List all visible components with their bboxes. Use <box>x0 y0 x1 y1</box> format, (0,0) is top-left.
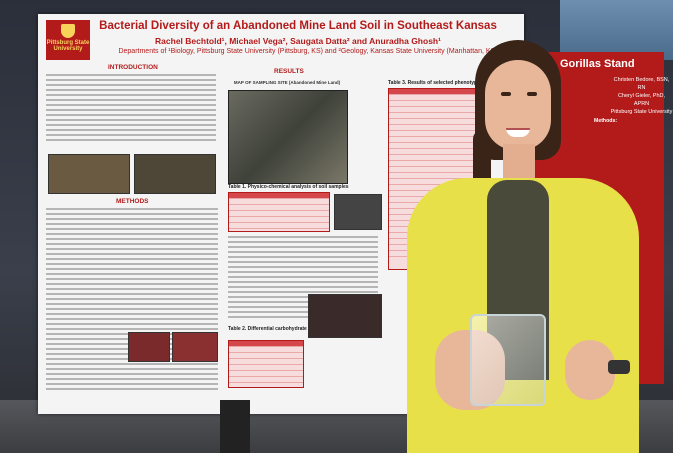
smile <box>506 128 530 137</box>
poster-title: Bacterial Diversity of an Abandoned Mine… <box>99 20 497 32</box>
right-poster-author: Pittsburg State University <box>610 109 673 115</box>
right-hand <box>565 340 615 400</box>
background-window <box>560 0 673 60</box>
site-photo-1 <box>48 154 130 194</box>
results-text <box>228 236 378 321</box>
methods-photo-2 <box>172 332 218 362</box>
poster-departments: Departments of ¹Biology, Pittsburg State… <box>118 48 498 55</box>
right-poster-author: Cheryl Gieler, PhD, APRN <box>617 93 666 107</box>
right-poster-methods-label: Methods: <box>594 118 618 124</box>
logo-text: Pittsburg State University <box>46 40 90 52</box>
results-heading: RESULTS <box>274 68 304 75</box>
petri-dish-photo <box>308 294 382 338</box>
table1 <box>228 192 330 232</box>
table2 <box>228 340 304 388</box>
introduction-text <box>46 74 216 144</box>
neck <box>503 144 535 184</box>
table2-caption: Table 2. Differential carbohydrate ferme… <box>228 326 356 332</box>
glass-award-trophy <box>470 314 546 406</box>
methods-photo-1 <box>128 332 170 362</box>
right-poster-authors: Christen Bedore, BSN, RN Cheryl Gieler, … <box>610 76 673 116</box>
right-poster-author: Christen Bedore, BSN, RN <box>613 77 670 91</box>
wristwatch <box>608 360 630 374</box>
introduction-heading: INTRODUCTION <box>108 64 158 71</box>
table3-caption: Table 3. Results of selected phenotypic … <box>388 80 495 86</box>
map-title: MAP OF SAMPLING SITE (Abandoned Mine Lan… <box>233 80 341 85</box>
university-logo: Pittsburg State University <box>46 20 90 60</box>
right-eye <box>527 92 537 96</box>
soil-photo <box>334 194 382 230</box>
site-photo-2 <box>134 154 216 194</box>
methods-text <box>46 208 218 393</box>
poster-easel-leg <box>220 400 250 453</box>
shield-icon <box>61 24 75 38</box>
poster-authors: Rachel Bechtold¹, Michael Vega², Saugata… <box>155 36 441 46</box>
left-eye <box>501 92 511 96</box>
table1-caption: Table 1. Physico-chemical analysis of so… <box>228 184 349 190</box>
methods-heading: METHODS <box>116 198 149 205</box>
right-poster-methods: Methods: <box>594 118 662 126</box>
sampling-site-map <box>228 90 348 184</box>
right-poster-title: Gorillas Stand <box>560 58 635 70</box>
